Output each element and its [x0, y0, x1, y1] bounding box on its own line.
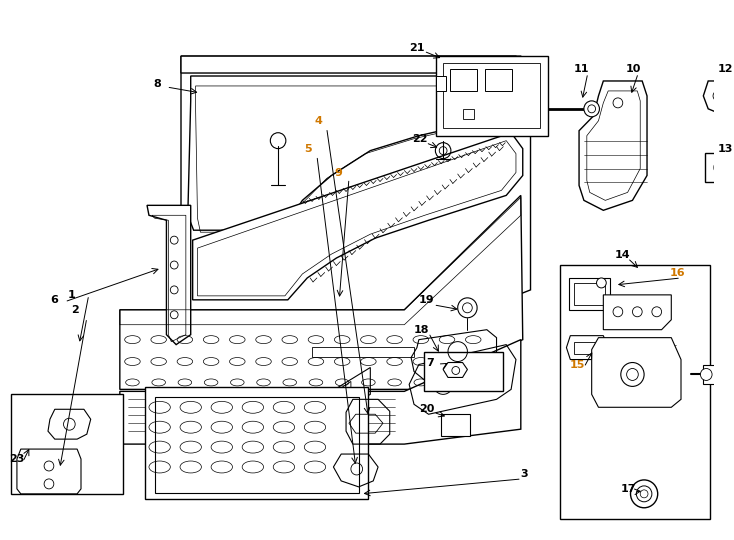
- Text: 11: 11: [573, 64, 589, 74]
- Polygon shape: [17, 449, 81, 494]
- Bar: [436, 76, 446, 91]
- Bar: [424, 352, 504, 392]
- Text: 18: 18: [414, 325, 429, 335]
- Text: 10: 10: [625, 64, 641, 74]
- Polygon shape: [592, 338, 681, 407]
- Bar: [705, 153, 734, 183]
- Polygon shape: [147, 205, 191, 345]
- Text: 13: 13: [718, 144, 733, 153]
- Text: 19: 19: [419, 295, 435, 305]
- Polygon shape: [703, 81, 734, 113]
- Polygon shape: [23, 439, 116, 454]
- Bar: [145, 387, 368, 499]
- Text: 16: 16: [669, 268, 685, 278]
- Bar: [436, 56, 548, 136]
- Text: 15: 15: [570, 360, 585, 369]
- Bar: [441, 414, 470, 436]
- Polygon shape: [192, 133, 523, 300]
- Polygon shape: [579, 81, 647, 210]
- Text: 17: 17: [621, 484, 636, 494]
- Text: 9: 9: [335, 167, 342, 178]
- Polygon shape: [188, 76, 521, 230]
- Text: 21: 21: [409, 43, 425, 53]
- Circle shape: [584, 101, 600, 117]
- Bar: [703, 364, 721, 384]
- Text: 8: 8: [154, 79, 161, 89]
- Polygon shape: [181, 56, 526, 73]
- Bar: [485, 69, 512, 91]
- Circle shape: [714, 160, 730, 176]
- Polygon shape: [181, 56, 531, 340]
- Bar: [462, 109, 474, 119]
- Bar: [574, 283, 606, 305]
- Bar: [559, 265, 710, 519]
- Bar: [443, 63, 540, 128]
- Text: 4: 4: [314, 116, 322, 126]
- Text: 20: 20: [419, 404, 435, 414]
- Circle shape: [631, 480, 658, 508]
- Circle shape: [700, 368, 712, 380]
- Text: 7: 7: [426, 357, 435, 368]
- Circle shape: [597, 278, 606, 288]
- Polygon shape: [48, 409, 91, 439]
- Polygon shape: [603, 295, 672, 330]
- Text: 3: 3: [521, 469, 528, 479]
- Text: 23: 23: [9, 454, 24, 464]
- Text: 22: 22: [412, 134, 428, 144]
- Circle shape: [458, 298, 477, 318]
- Bar: [450, 69, 477, 91]
- Text: 14: 14: [615, 250, 631, 260]
- Bar: [11, 394, 123, 494]
- Text: 1: 1: [68, 290, 75, 300]
- Polygon shape: [120, 195, 523, 389]
- Text: 6: 6: [50, 295, 58, 305]
- Text: 2: 2: [71, 305, 79, 315]
- Polygon shape: [120, 340, 521, 444]
- Bar: [574, 342, 597, 354]
- Text: 5: 5: [305, 144, 312, 153]
- Bar: [570, 278, 610, 310]
- Text: 12: 12: [718, 64, 733, 74]
